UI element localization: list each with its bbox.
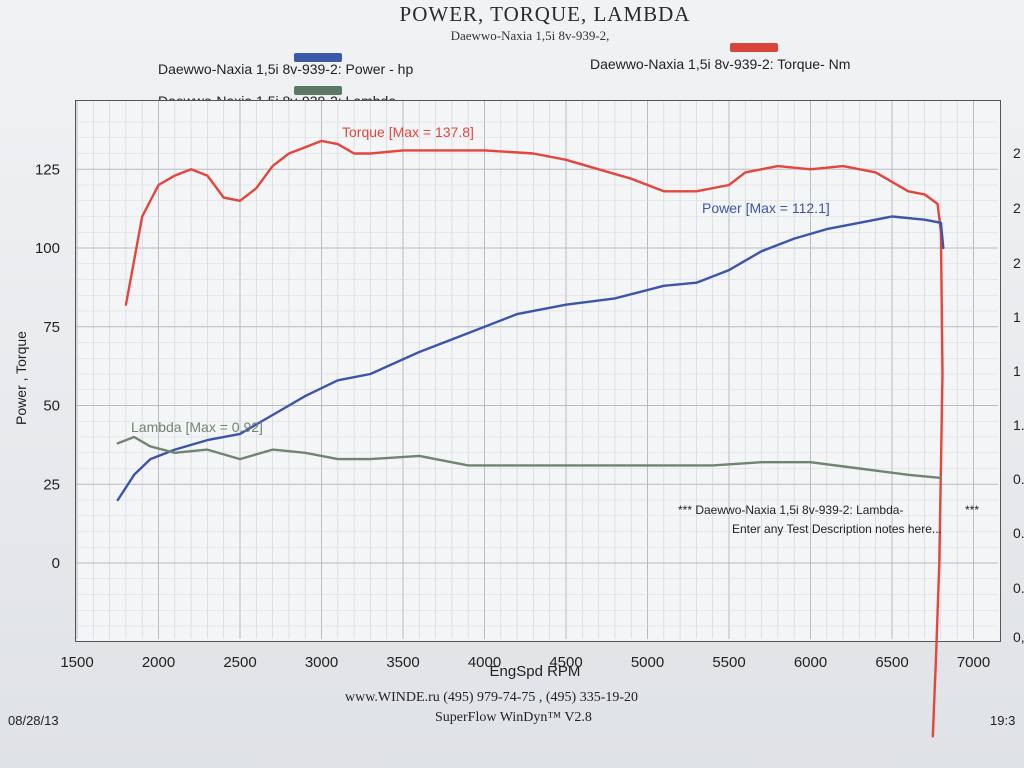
right-axis-tick-label: 0, — [1013, 629, 1024, 645]
chart-subtitle: Daewwo-Naxia 1,5i 8v-939-2, — [450, 28, 610, 43]
x-tick-label: 4000 — [468, 654, 501, 671]
x-tick-label: 3500 — [386, 654, 419, 671]
torque-max-annotation: Torque [Max = 137.8] — [342, 124, 474, 140]
right-axis-tick-label: 1. — [1013, 417, 1024, 433]
right-axis-tick-label: 0. — [1013, 471, 1024, 487]
chart-title: POWER, TORQUE, LAMBDA — [399, 2, 691, 26]
right-axis-tick-label: 0. — [1013, 525, 1024, 541]
tick-layer: 1500 2000 2500 3000 3500 4000 4500 5000 5500 6000… — [35, 145, 1024, 671]
y-tick-label: 100 — [35, 240, 60, 257]
footer-website: www.WINDE.ru (495) 979-74-75 , (495) 335… — [345, 690, 639, 705]
right-axis-tick-label: 2 — [1013, 200, 1021, 216]
x-tick-label: 1500 — [60, 654, 93, 671]
right-axis-tick-label: 1 — [1013, 363, 1021, 379]
lambda-series-line — [116, 435, 943, 480]
power-legend-label: Daewwo-Naxia 1,5i 8v-939-2: Power - hp — [158, 61, 414, 77]
y-tick-label: 50 — [43, 398, 60, 415]
y-tick-label: 125 — [35, 161, 60, 178]
y-tick-label: 75 — [43, 319, 60, 336]
y-tick-label: 25 — [43, 476, 60, 493]
x-tick-label: 2500 — [223, 654, 256, 671]
notes-line-1: *** Daewwo-Naxia 1,5i 8v-939-2: Lambda- — [678, 503, 904, 517]
x-tick-label: 4500 — [549, 654, 582, 671]
x-tick-label: 5000 — [631, 654, 664, 671]
x-tick-label: 6500 — [875, 654, 908, 671]
right-axis-tick-label: 1 — [1013, 309, 1021, 325]
right-axis-tick-label: 2 — [1013, 145, 1021, 161]
footer-date: 08/28/13 — [8, 713, 59, 728]
power-legend-swatch — [294, 53, 342, 62]
x-tick-label: 2000 — [142, 654, 175, 671]
lambda-legend-swatch — [294, 86, 342, 95]
torque-series-line — [124, 139, 944, 738]
grid-layer — [76, 101, 998, 639]
power-max-annotation: Power [Max = 112.1] — [702, 200, 830, 216]
torque-legend-label: Daewwo-Naxia 1,5i 8v-939-2: Torque- Nm — [590, 56, 851, 72]
plot-area — [75, 100, 1001, 642]
notes-line-1-end: *** — [965, 503, 980, 517]
right-axis-tick-label: 2 — [1013, 255, 1021, 271]
notes-line-2: Enter any Test Description notes here... — [732, 522, 942, 536]
x-tick-label: 6000 — [794, 654, 827, 671]
power-series-line — [116, 215, 945, 502]
x-tick-label: 7000 — [957, 654, 990, 671]
y-axis-label: Power , Torque — [13, 331, 29, 425]
lambda-max-annotation: Lambda [Max = 0.92] — [131, 419, 263, 435]
x-axis-label: EngSpd RPM — [490, 663, 581, 680]
y-tick-label: 0 — [52, 555, 60, 572]
right-axis-tick-label: 0. — [1013, 580, 1024, 596]
torque-legend-swatch — [730, 43, 778, 52]
footer-software: SuperFlow WinDyn™ V2.8 — [435, 710, 592, 725]
footer-time: 19:3 — [990, 713, 1016, 728]
x-tick-label: 3000 — [305, 654, 338, 671]
series-layer — [116, 139, 945, 738]
x-tick-label: 5500 — [712, 654, 745, 671]
